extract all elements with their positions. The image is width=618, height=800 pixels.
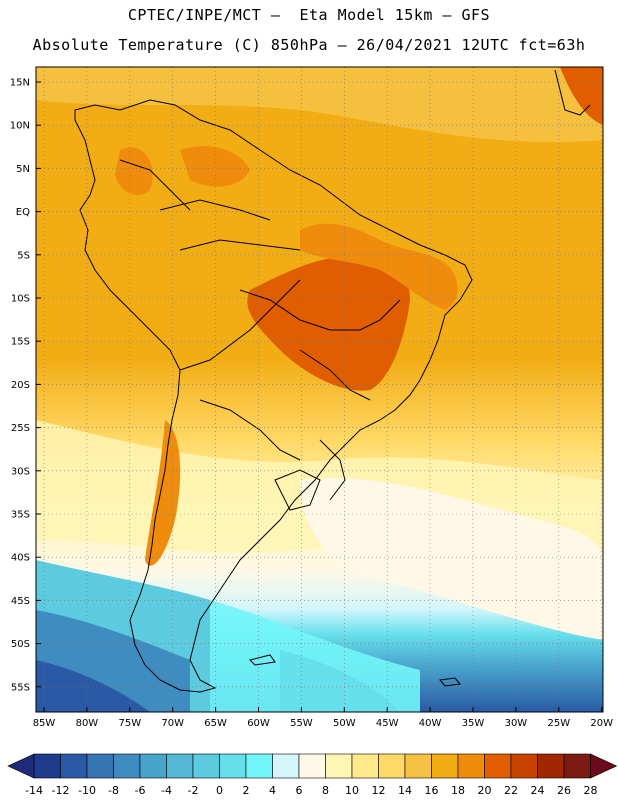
longitude-label: 45W: [376, 718, 399, 729]
latitude-label: 15S: [11, 337, 30, 348]
colorbar-swatch: [404, 753, 432, 779]
colorbar-label: 28: [584, 784, 598, 797]
colorbar-swatch: [272, 753, 300, 779]
colorbar-label: -8: [108, 784, 119, 797]
colorbar-swatch: [60, 753, 88, 779]
colorbar-label: 16: [425, 784, 439, 797]
latitude-label: 35S: [11, 510, 30, 521]
colorbar-label: 24: [531, 784, 545, 797]
lat-lon-grid: [36, 67, 603, 712]
longitude-label: 60W: [247, 718, 270, 729]
longitude-label: 65W: [204, 718, 227, 729]
colorbar-label: 14: [398, 784, 412, 797]
longitude-label: 80W: [76, 718, 99, 729]
longitude-label: 20W: [590, 718, 613, 729]
map-title-line2: Absolute Temperature (C) 850hPa – 26/04/…: [32, 36, 586, 54]
colorbar-label: -12: [52, 784, 70, 797]
map-title-line1: CPTEC/INPE/MCT – Eta Model 15km – GFS: [127, 6, 491, 24]
colorbar-label: 0: [216, 784, 223, 797]
colorbar-swatch: [139, 753, 167, 779]
colorbar-swatch: [33, 753, 61, 779]
colorbar-label: -6: [135, 784, 146, 797]
longitude-label: 40W: [419, 718, 442, 729]
colorbar-label: -14: [25, 784, 43, 797]
latitude-label: 5N: [16, 164, 30, 175]
longitude-labels: 85W 80W 75W 70W 65W 60W 55W 50W 45W 40W 35W 30W 25W 2…: [33, 707, 613, 729]
colorbar-label: 2: [243, 784, 250, 797]
longitude-label: 70W: [161, 718, 184, 729]
latitude-label: 40S: [11, 553, 30, 564]
colorbar-swatch: [86, 753, 114, 779]
colorbar-label: 6: [296, 784, 303, 797]
colorbar-label: 18: [451, 784, 465, 797]
colorbar-label: 26: [557, 784, 571, 797]
longitude-label: 55W: [290, 718, 313, 729]
latitude-label: 20S: [11, 380, 30, 391]
longitude-label: 35W: [462, 718, 485, 729]
latitude-label: 10N: [10, 121, 30, 132]
colorbar-label: 20: [478, 784, 492, 797]
latitude-label: 10S: [11, 294, 30, 305]
longitude-label: 30W: [505, 718, 528, 729]
colorbar-swatch: [298, 753, 326, 779]
colorbar: -14 -12 -10 -8 -6 -4 -2 0 2 4 6 8 10 12 14 16 18 20 22 24 26…: [7, 753, 618, 797]
colorbar-swatch: [192, 753, 220, 779]
temperature-field: [36, 67, 603, 712]
latitude-labels: 15N 10N 5N EQ 5S 10S 15S 20S 25S 30S 35S 40S 45S 50S 5…: [10, 78, 41, 693]
colorbar-under-arrow: [7, 753, 35, 779]
colorbar-label: 4: [269, 784, 276, 797]
colorbar-swatch: [245, 753, 273, 779]
colorbar-swatch: [484, 753, 512, 779]
latitude-label: 5S: [17, 250, 30, 261]
colorbar-label: -4: [161, 784, 172, 797]
colorbar-label: -10: [78, 784, 96, 797]
latitude-label: 30S: [11, 466, 30, 477]
map-frame: [35, 66, 604, 713]
colorbar-swatch: [563, 753, 591, 779]
latitude-label: 15N: [10, 78, 30, 89]
colorbar-label: 8: [322, 784, 329, 797]
colorbar-swatch: [325, 753, 353, 779]
colorbar-over-arrow: [590, 753, 618, 779]
colorbar-swatch: [537, 753, 565, 779]
longitude-label: 25W: [547, 718, 570, 729]
latitude-label: 45S: [11, 596, 30, 607]
longitude-label: 50W: [333, 718, 356, 729]
colorbar-label: -2: [188, 784, 199, 797]
latitude-label: 50S: [11, 639, 30, 650]
colorbar-label: 10: [345, 784, 359, 797]
temperature-map: 15N 10N 5N EQ 5S 10S 15S 20S 25S 30S 35S 40S 45S 50S 5…: [10, 66, 613, 729]
longitude-label: 75W: [118, 718, 141, 729]
latitude-label: EQ: [16, 207, 30, 218]
colorbar-swatch: [510, 753, 538, 779]
colorbar-swatch: [431, 753, 459, 779]
colorbar-swatch: [113, 753, 141, 779]
colorbar-label: 22: [504, 784, 518, 797]
colorbar-swatch: [219, 753, 247, 779]
colorbar-swatch: [457, 753, 485, 779]
colorbar-swatch: [351, 753, 379, 779]
colorbar-label: 12: [372, 784, 386, 797]
colorbar-swatch: [378, 753, 406, 779]
longitude-label: 85W: [33, 718, 56, 729]
coastline-outline: [74, 69, 591, 693]
latitude-label: 25S: [11, 423, 30, 434]
latitude-label: 55S: [11, 682, 30, 693]
colorbar-swatch: [166, 753, 194, 779]
